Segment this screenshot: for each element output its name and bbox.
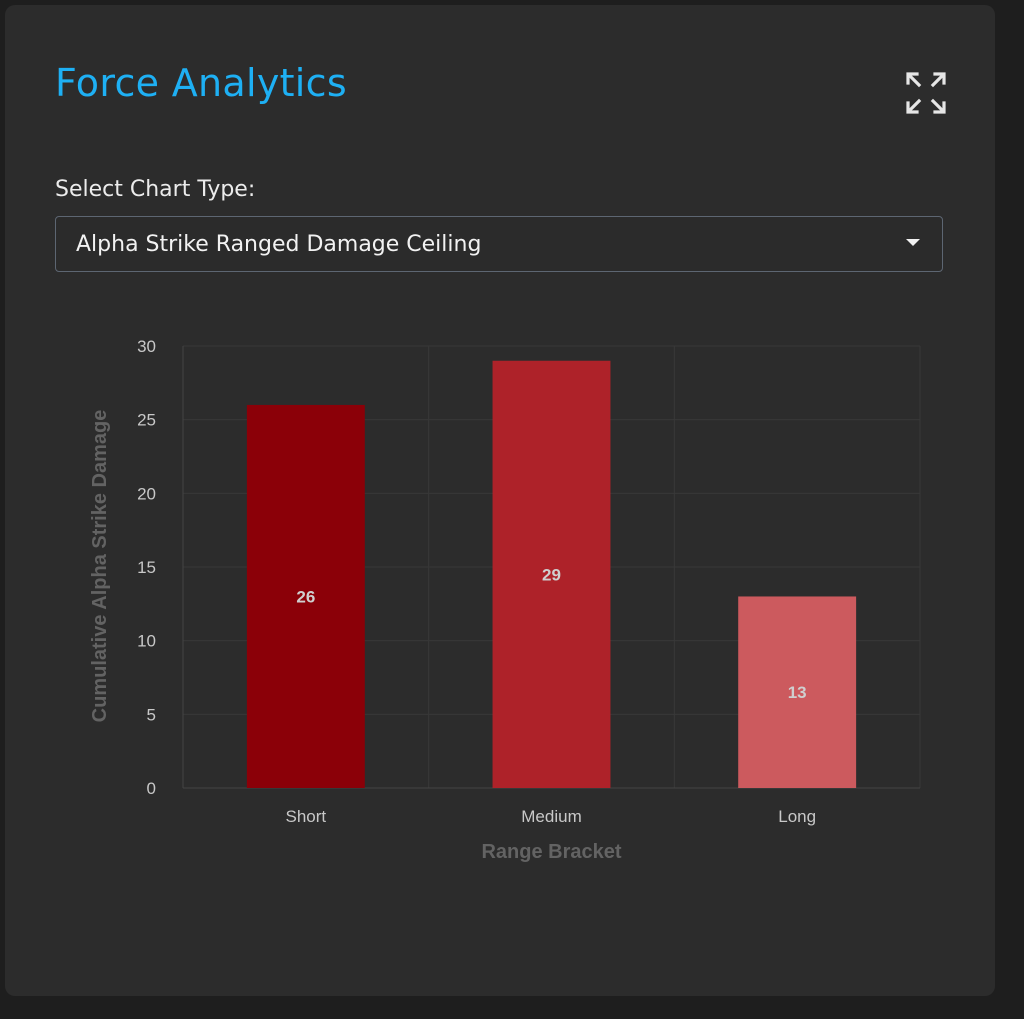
bar-data-label: 29 bbox=[542, 565, 561, 584]
chart-type-select[interactable]: Alpha Strike Ranged Damage Ceiling bbox=[55, 216, 943, 272]
bar-short bbox=[246, 404, 365, 788]
y-tick-label: 5 bbox=[147, 705, 156, 724]
y-tick-label: 25 bbox=[137, 411, 156, 430]
bar-data-label: 13 bbox=[788, 683, 807, 702]
caret-down-icon bbox=[906, 239, 920, 246]
bar-medium bbox=[492, 360, 611, 788]
x-axis-title: Range Bracket bbox=[481, 841, 621, 863]
bar-data-label: 26 bbox=[296, 587, 315, 606]
bar-long bbox=[738, 596, 857, 788]
x-tick-label: Short bbox=[286, 807, 327, 826]
y-tick-label: 10 bbox=[137, 632, 156, 651]
y-tick-label: 15 bbox=[137, 558, 156, 577]
panel-title: Force Analytics bbox=[55, 61, 347, 105]
chart-type-selected-value: Alpha Strike Ranged Damage Ceiling bbox=[76, 232, 482, 257]
y-tick-label: 0 bbox=[147, 779, 156, 798]
y-tick-label: 30 bbox=[137, 337, 156, 356]
expand-button[interactable] bbox=[901, 69, 951, 119]
x-tick-label: Long bbox=[778, 807, 816, 826]
chart-type-label: Select Chart Type: bbox=[55, 177, 256, 202]
y-axis-title: Cumulative Alpha Strike Damage bbox=[89, 410, 111, 723]
analytics-panel: Force Analytics Select Chart Type: Alpha… bbox=[5, 5, 995, 996]
y-tick-label: 20 bbox=[137, 484, 156, 503]
expand-arrows-icon bbox=[906, 72, 946, 114]
x-tick-label: Medium bbox=[521, 807, 581, 826]
